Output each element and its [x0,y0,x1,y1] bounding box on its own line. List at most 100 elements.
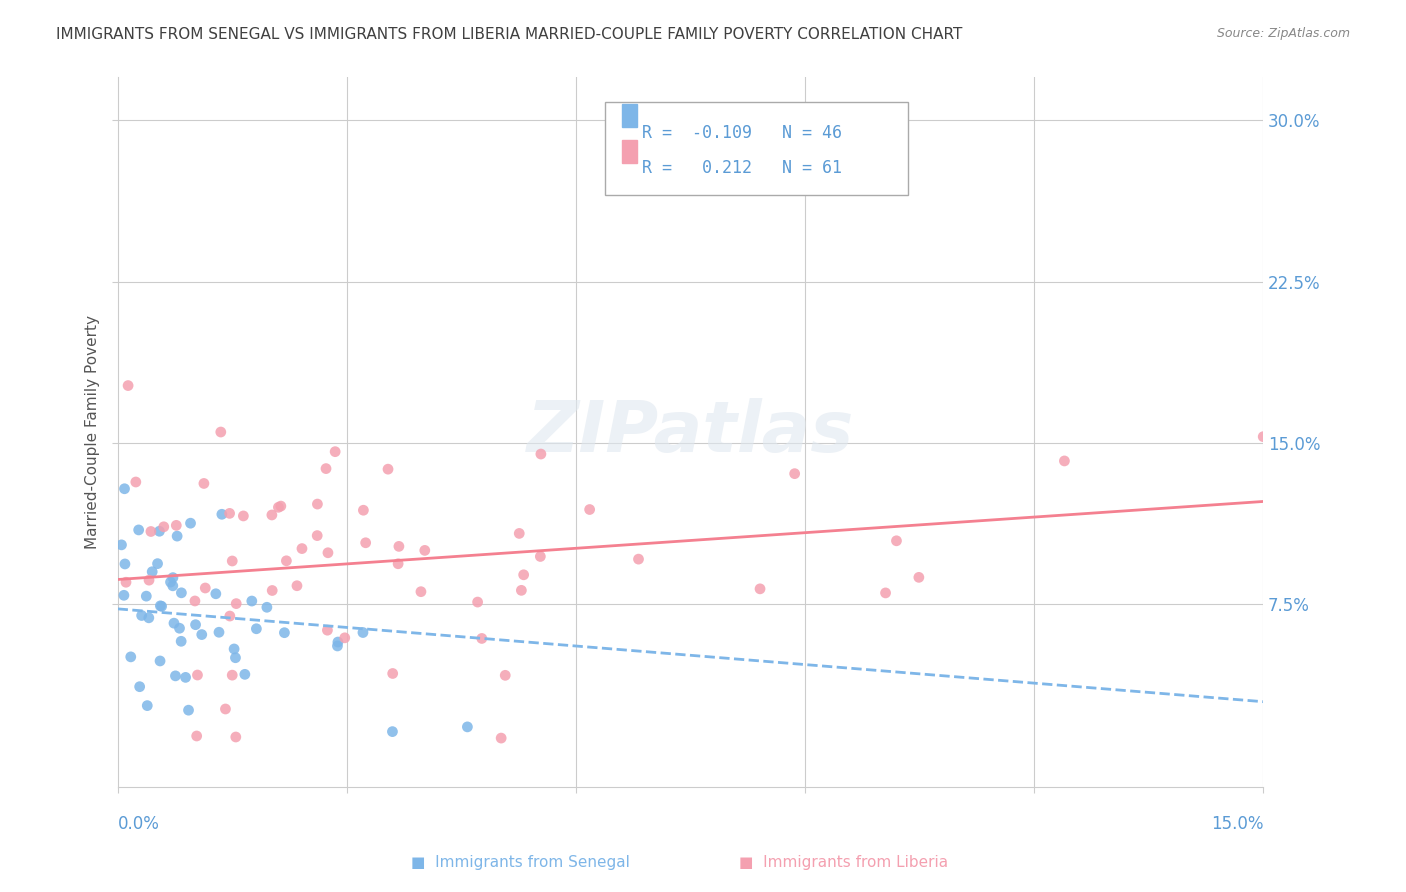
Point [174,670,197,684]
Point [354,535,377,549]
Point [221,668,243,682]
Point [276,554,298,568]
Point [141,565,163,579]
Point [886,533,908,548]
Point [316,623,339,637]
Point [381,724,404,739]
Point [150,599,173,614]
Point [270,499,292,513]
Point [166,529,188,543]
Text: IMMIGRANTS FROM SENEGAL VS IMMIGRANTS FROM LIBERIA MARRIED-COUPLE FAMILY POVERTY: IMMIGRANTS FROM SENEGAL VS IMMIGRANTS FR… [56,27,963,42]
Point [209,425,232,439]
Point [165,669,187,683]
Point [120,649,142,664]
Point [205,587,228,601]
Point [114,482,136,496]
Point [152,520,174,534]
Text: Source: ZipAtlas.com: Source: ZipAtlas.com [1216,27,1350,40]
Point [208,625,231,640]
Point [875,586,897,600]
Point [131,608,153,623]
Point [381,666,404,681]
Point [135,589,157,603]
Point [267,500,290,515]
Point [186,668,208,682]
Point [224,650,246,665]
Bar [621,104,637,127]
Point [193,476,215,491]
Point [184,594,207,608]
Point [177,703,200,717]
Point [194,581,217,595]
Text: ZIPatlas: ZIPatlas [527,398,853,467]
Point [245,622,267,636]
Point [170,634,193,648]
Point [221,554,243,568]
Point [326,635,349,649]
Point [352,503,374,517]
Point [1251,430,1274,444]
Point [489,731,512,745]
Point [115,575,138,590]
Point [529,549,551,564]
Point [326,639,349,653]
Point [333,631,356,645]
Point [110,538,132,552]
FancyBboxPatch shape [605,103,908,194]
Point [467,595,489,609]
Point [627,552,650,566]
Point [232,508,254,523]
Text: R =   0.212   N = 61: R = 0.212 N = 61 [643,159,842,177]
Point [224,642,246,657]
Point [240,594,263,608]
Point [139,524,162,539]
Point [170,586,193,600]
Point [165,518,187,533]
Point [128,523,150,537]
Text: R =  -0.109   N = 46: R = -0.109 N = 46 [643,124,842,142]
Text: ■  Immigrants from Senegal: ■ Immigrants from Senegal [411,855,630,870]
Point [273,625,295,640]
Point [186,729,208,743]
Point [225,597,247,611]
Point [749,582,772,596]
Point [190,627,212,641]
Point [413,543,436,558]
Bar [621,140,637,162]
Point [169,621,191,635]
Point [146,557,169,571]
Point [180,516,202,531]
Point [285,579,308,593]
Point [218,507,240,521]
Point [112,588,135,602]
Point [149,654,172,668]
Point [225,730,247,744]
Point [388,540,411,554]
Point [508,526,530,541]
Point [162,571,184,585]
Point [315,461,337,475]
Point [136,698,159,713]
Point [578,502,600,516]
Point [456,720,478,734]
Point [307,497,329,511]
Point [214,702,236,716]
Point [316,546,339,560]
Point [908,570,931,584]
Point [530,447,553,461]
Point [125,475,148,489]
Text: 0.0%: 0.0% [118,815,159,833]
Point [138,573,160,587]
Point [262,583,284,598]
Point [387,557,409,571]
Point [211,508,233,522]
Point [409,584,432,599]
Point [184,617,207,632]
Point [148,524,170,539]
Point [1053,454,1076,468]
Point [218,609,240,624]
Point [163,616,186,631]
Point [783,467,806,481]
Point [307,528,329,542]
Text: 15.0%: 15.0% [1211,815,1263,833]
